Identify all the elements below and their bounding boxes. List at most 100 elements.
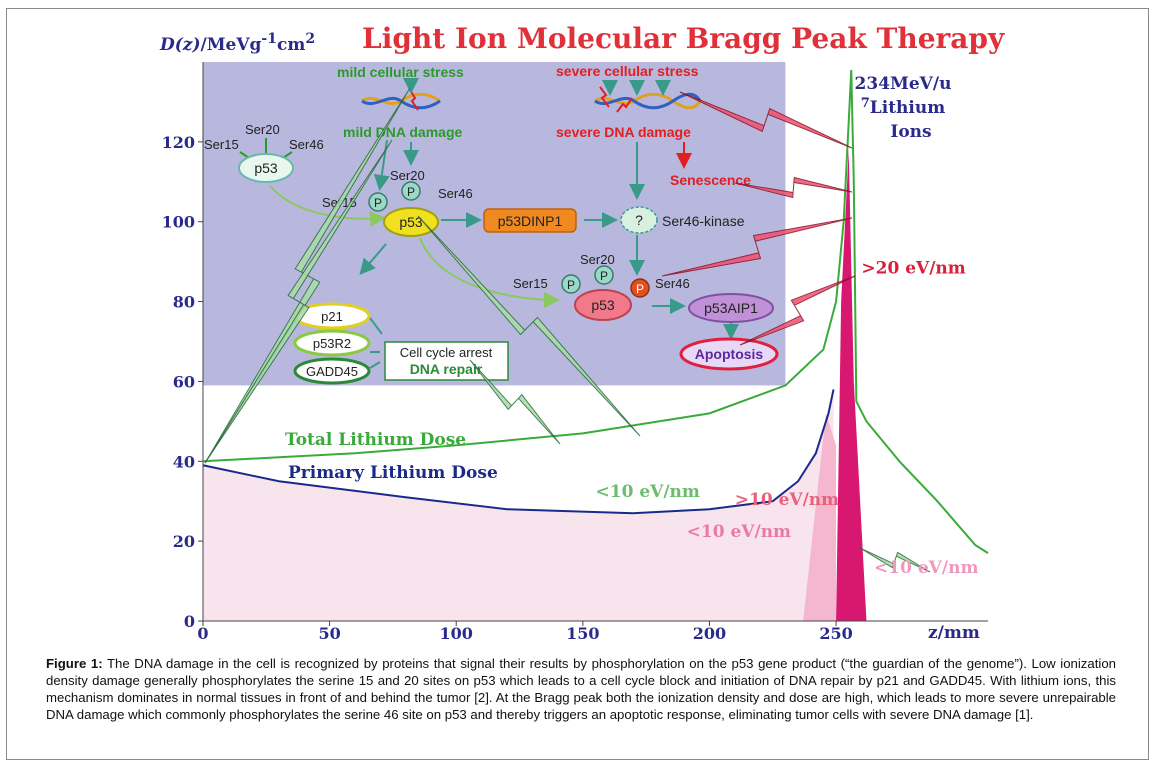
gadd45-label: GADD45 [306, 364, 358, 379]
p53dinp1-box [483, 208, 577, 233]
apoptosis-label: Apoptosis [695, 346, 764, 362]
kinase-label: Ser46-kinase [662, 213, 745, 229]
figure-caption: Figure 1: The DNA damage in the cell is … [46, 655, 1116, 723]
ser20-label-mid: Ser20 [390, 168, 425, 183]
y-tick-label: 80 [173, 293, 195, 312]
let-annotation: >20 eV/nm [861, 259, 965, 279]
high-let-bolt [739, 275, 856, 346]
let-annotation: <10 eV/nm [874, 558, 978, 578]
cell-cycle-arrest-box [384, 341, 509, 381]
caption-label: Figure 1: [46, 656, 103, 671]
y-label-cm: cm [277, 35, 305, 55]
cell-cycle-arrest-label: Cell cycle arrest [400, 345, 493, 360]
beam-label: 234MeV/u 7Lithium Ions [855, 74, 952, 142]
p53-label-mid: p53 [399, 214, 423, 230]
p53-phosphorylated-severe [574, 289, 632, 321]
senescence-label: Senescence [670, 172, 751, 188]
high-let-bolt [734, 176, 853, 199]
apoptosis-node [679, 337, 779, 371]
primary-dose-line [202, 389, 835, 515]
x-tick-label: 50 [318, 624, 340, 643]
severe-stress-label: severe cellular stress [556, 63, 699, 79]
phospho-ser46-right [630, 278, 650, 298]
y-label-exp1: -1 [261, 31, 277, 47]
bragg-peak-figure: Light Ion Molecular Bragg Peak Therapy D… [159, 22, 1005, 643]
primary-dose-area [203, 389, 834, 621]
gadd45-node [293, 357, 371, 385]
pathway-diagram: mild cellular stress severe cellular str… [204, 63, 779, 385]
beam-energy: 234MeV/u [855, 74, 952, 94]
ser20-label-right: Ser20 [580, 252, 615, 267]
x-tick-label: 100 [440, 624, 473, 643]
x-tick-label: 0 [197, 624, 208, 643]
p53aip1-node [688, 293, 774, 323]
phospho-p-label: P [567, 278, 575, 292]
y-tick-label: 20 [173, 532, 195, 551]
severe-damage-label: severe DNA damage [556, 124, 691, 140]
phospho-p-label: P [374, 196, 382, 210]
x-tick-label: 150 [566, 624, 599, 643]
dna-helix-icon-mild [361, 89, 441, 111]
total-dose-label: Total Lithium Dose [285, 430, 466, 450]
p53-label-right: p53 [591, 297, 615, 313]
phospho-p-label: P [407, 185, 415, 199]
ser46-label-mid: Ser46 [438, 186, 473, 201]
low-let-bolt [469, 359, 561, 445]
ser20-label-upstream: Ser20 [245, 122, 280, 137]
p53dinp1-label: p53DINP1 [498, 213, 563, 229]
y-label-unit: /MeVg [200, 35, 261, 55]
p21-label: p21 [321, 309, 343, 324]
y-tick-label: 100 [162, 213, 195, 232]
let-annotation: <10 eV/nm [687, 522, 791, 542]
phospho-ser15-right [561, 274, 581, 294]
low-let-bolt [859, 547, 931, 573]
caption-text: The DNA damage in the cell is recognized… [46, 656, 1116, 722]
let-annotation: >10 eV/nm [735, 490, 839, 510]
primary-dose-label: Primary Lithium Dose [288, 463, 498, 483]
mild-damage-label: mild DNA damage [343, 124, 462, 140]
phospho-p-label: P [600, 269, 608, 283]
chart-title: Light Ion Molecular Bragg Peak Therapy [362, 22, 1005, 55]
total-dose-line [202, 69, 989, 554]
phospho-ser15-mid [368, 192, 388, 212]
y-label-exp2: 2 [305, 31, 315, 47]
low-let-bolt [204, 139, 393, 464]
p53-phosphorylated-mild [383, 207, 439, 237]
ser15-label-right: Ser15 [513, 276, 548, 291]
x-tick-label: 250 [819, 624, 852, 643]
ser46-label-right: Ser46 [655, 276, 690, 291]
phospho-ser20-right [594, 265, 614, 285]
figure-frame [6, 8, 1149, 760]
x-tick-label: 200 [693, 624, 726, 643]
p53-label-upstream: p53 [254, 160, 278, 176]
y-tick-label: 0 [184, 612, 195, 631]
beam-isotope: 7 [861, 96, 870, 111]
x-axis-label: z/mm [928, 623, 980, 643]
mild-stress-label: mild cellular stress [337, 64, 464, 80]
high-let-bolt [661, 217, 853, 277]
ser15-label-upstream: Ser15 [204, 137, 239, 152]
peak-rising-area [803, 413, 837, 621]
y-tick-label: 60 [173, 372, 195, 391]
beam-ion-line: 7Lithium [861, 96, 945, 118]
phospho-ser20-mid [401, 181, 421, 201]
y-axis-label: D(z)/MeVg-1cm2 [159, 31, 315, 55]
kinase-question: ? [635, 212, 643, 228]
ser46-label-upstream: Ser46 [289, 137, 324, 152]
let-annotation: <10 eV/nm [596, 482, 700, 502]
beam-ions: Ions [890, 122, 931, 142]
high-let-bolt [679, 91, 853, 149]
y-label-d: D(z) [159, 35, 200, 55]
p53r2-node [293, 329, 371, 357]
beam-element: Lithium [870, 98, 945, 118]
kinase-node [620, 206, 658, 234]
phospho-p-label: P [636, 282, 644, 296]
y-tick-label: 40 [173, 452, 195, 471]
y-tick-label: 120 [162, 133, 195, 152]
p53aip1-label: p53AIP1 [704, 300, 758, 316]
p53-unphosphorylated [238, 153, 294, 183]
dna-repair-label: DNA repair [410, 361, 483, 377]
low-let-bolt [417, 215, 641, 437]
bragg-peak-area [836, 149, 867, 622]
p53r2-label: p53R2 [313, 336, 351, 351]
